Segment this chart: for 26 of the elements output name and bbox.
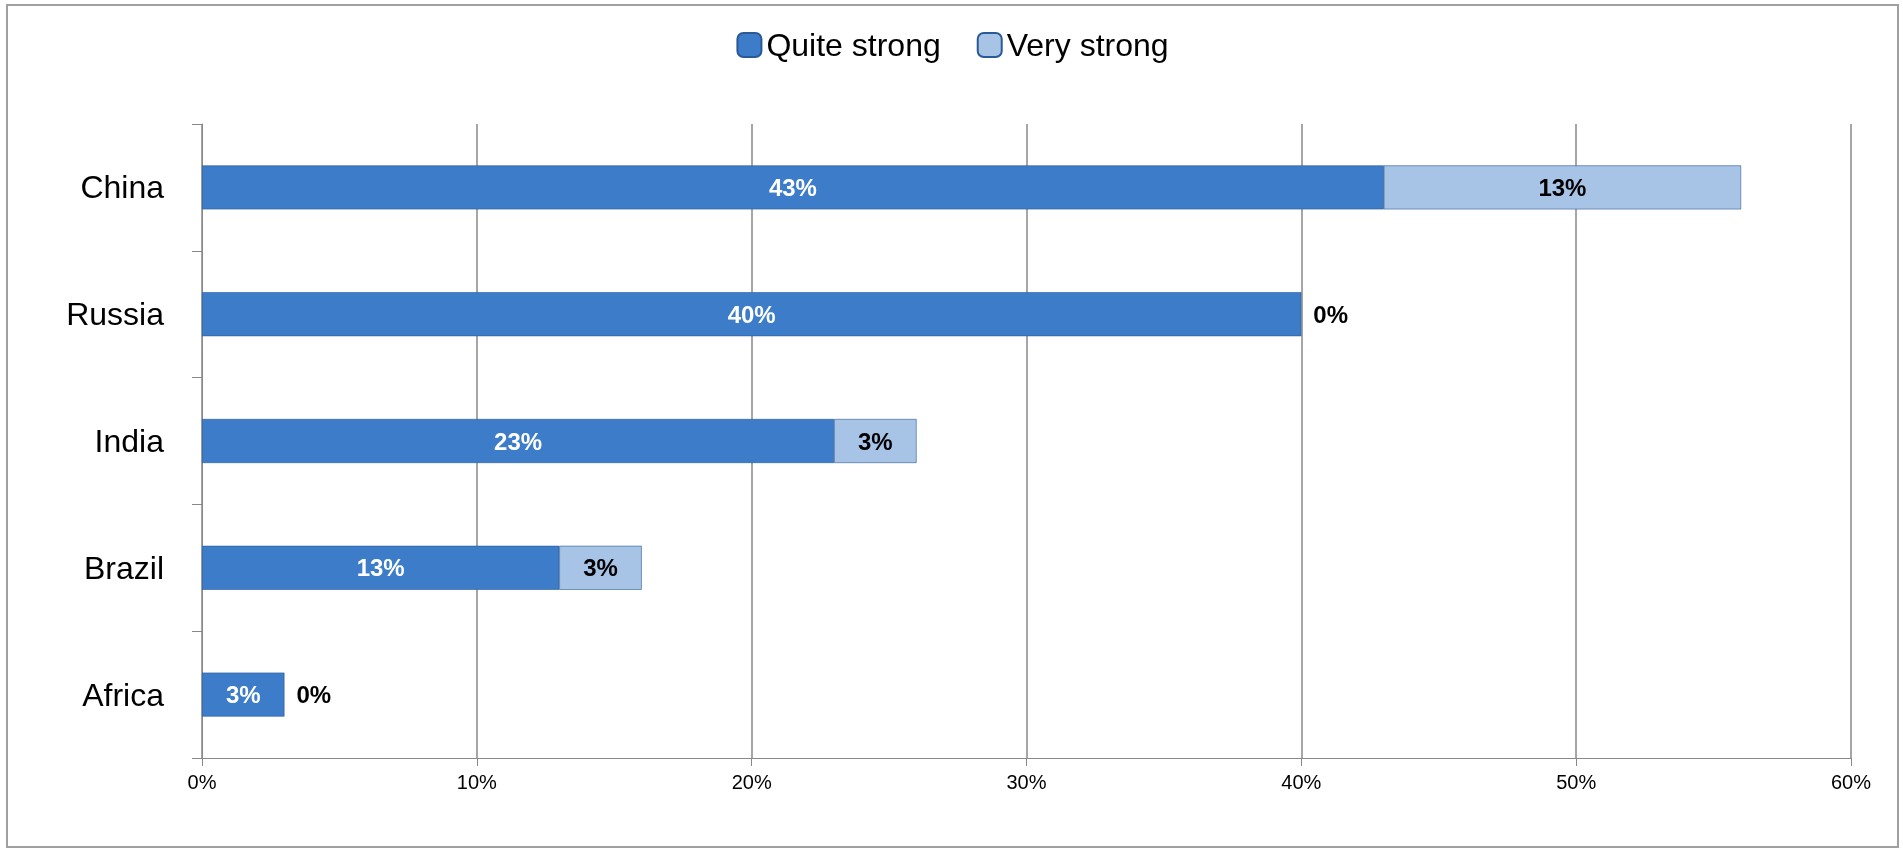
y-tick-label: China	[80, 169, 165, 206]
y-tick-label: Russia	[66, 296, 165, 333]
bar	[202, 292, 1302, 337]
legend-label: Quite strong	[766, 27, 941, 63]
data-label: 13%	[1538, 173, 1587, 201]
data-label: 43%	[768, 173, 817, 201]
x-tick-label: 40%	[1281, 771, 1322, 793]
data-label: 0%	[296, 681, 332, 709]
x-tick-label: 20%	[731, 771, 772, 793]
data-label: 23%	[494, 427, 543, 455]
data-label: 13%	[356, 554, 405, 582]
data-label: 3%	[583, 554, 618, 582]
data-label: 0%	[1313, 300, 1349, 328]
y-tick-label: Brazil	[83, 549, 164, 586]
x-tick-label: 30%	[1006, 771, 1047, 793]
x-tick-label: 50%	[1556, 771, 1597, 793]
legend-label: Very strong	[1006, 27, 1169, 63]
y-tick-label: India	[94, 423, 165, 459]
data-label: 40%	[727, 300, 776, 328]
x-tick-label: 0%	[187, 771, 217, 793]
y-tick-label: Africa	[82, 676, 165, 713]
x-tick-label: 10%	[456, 771, 498, 793]
bar	[202, 672, 285, 717]
x-tick-label: 60%	[1830, 771, 1872, 793]
data-label: 3%	[858, 427, 893, 455]
data-label: 3%	[225, 681, 261, 709]
